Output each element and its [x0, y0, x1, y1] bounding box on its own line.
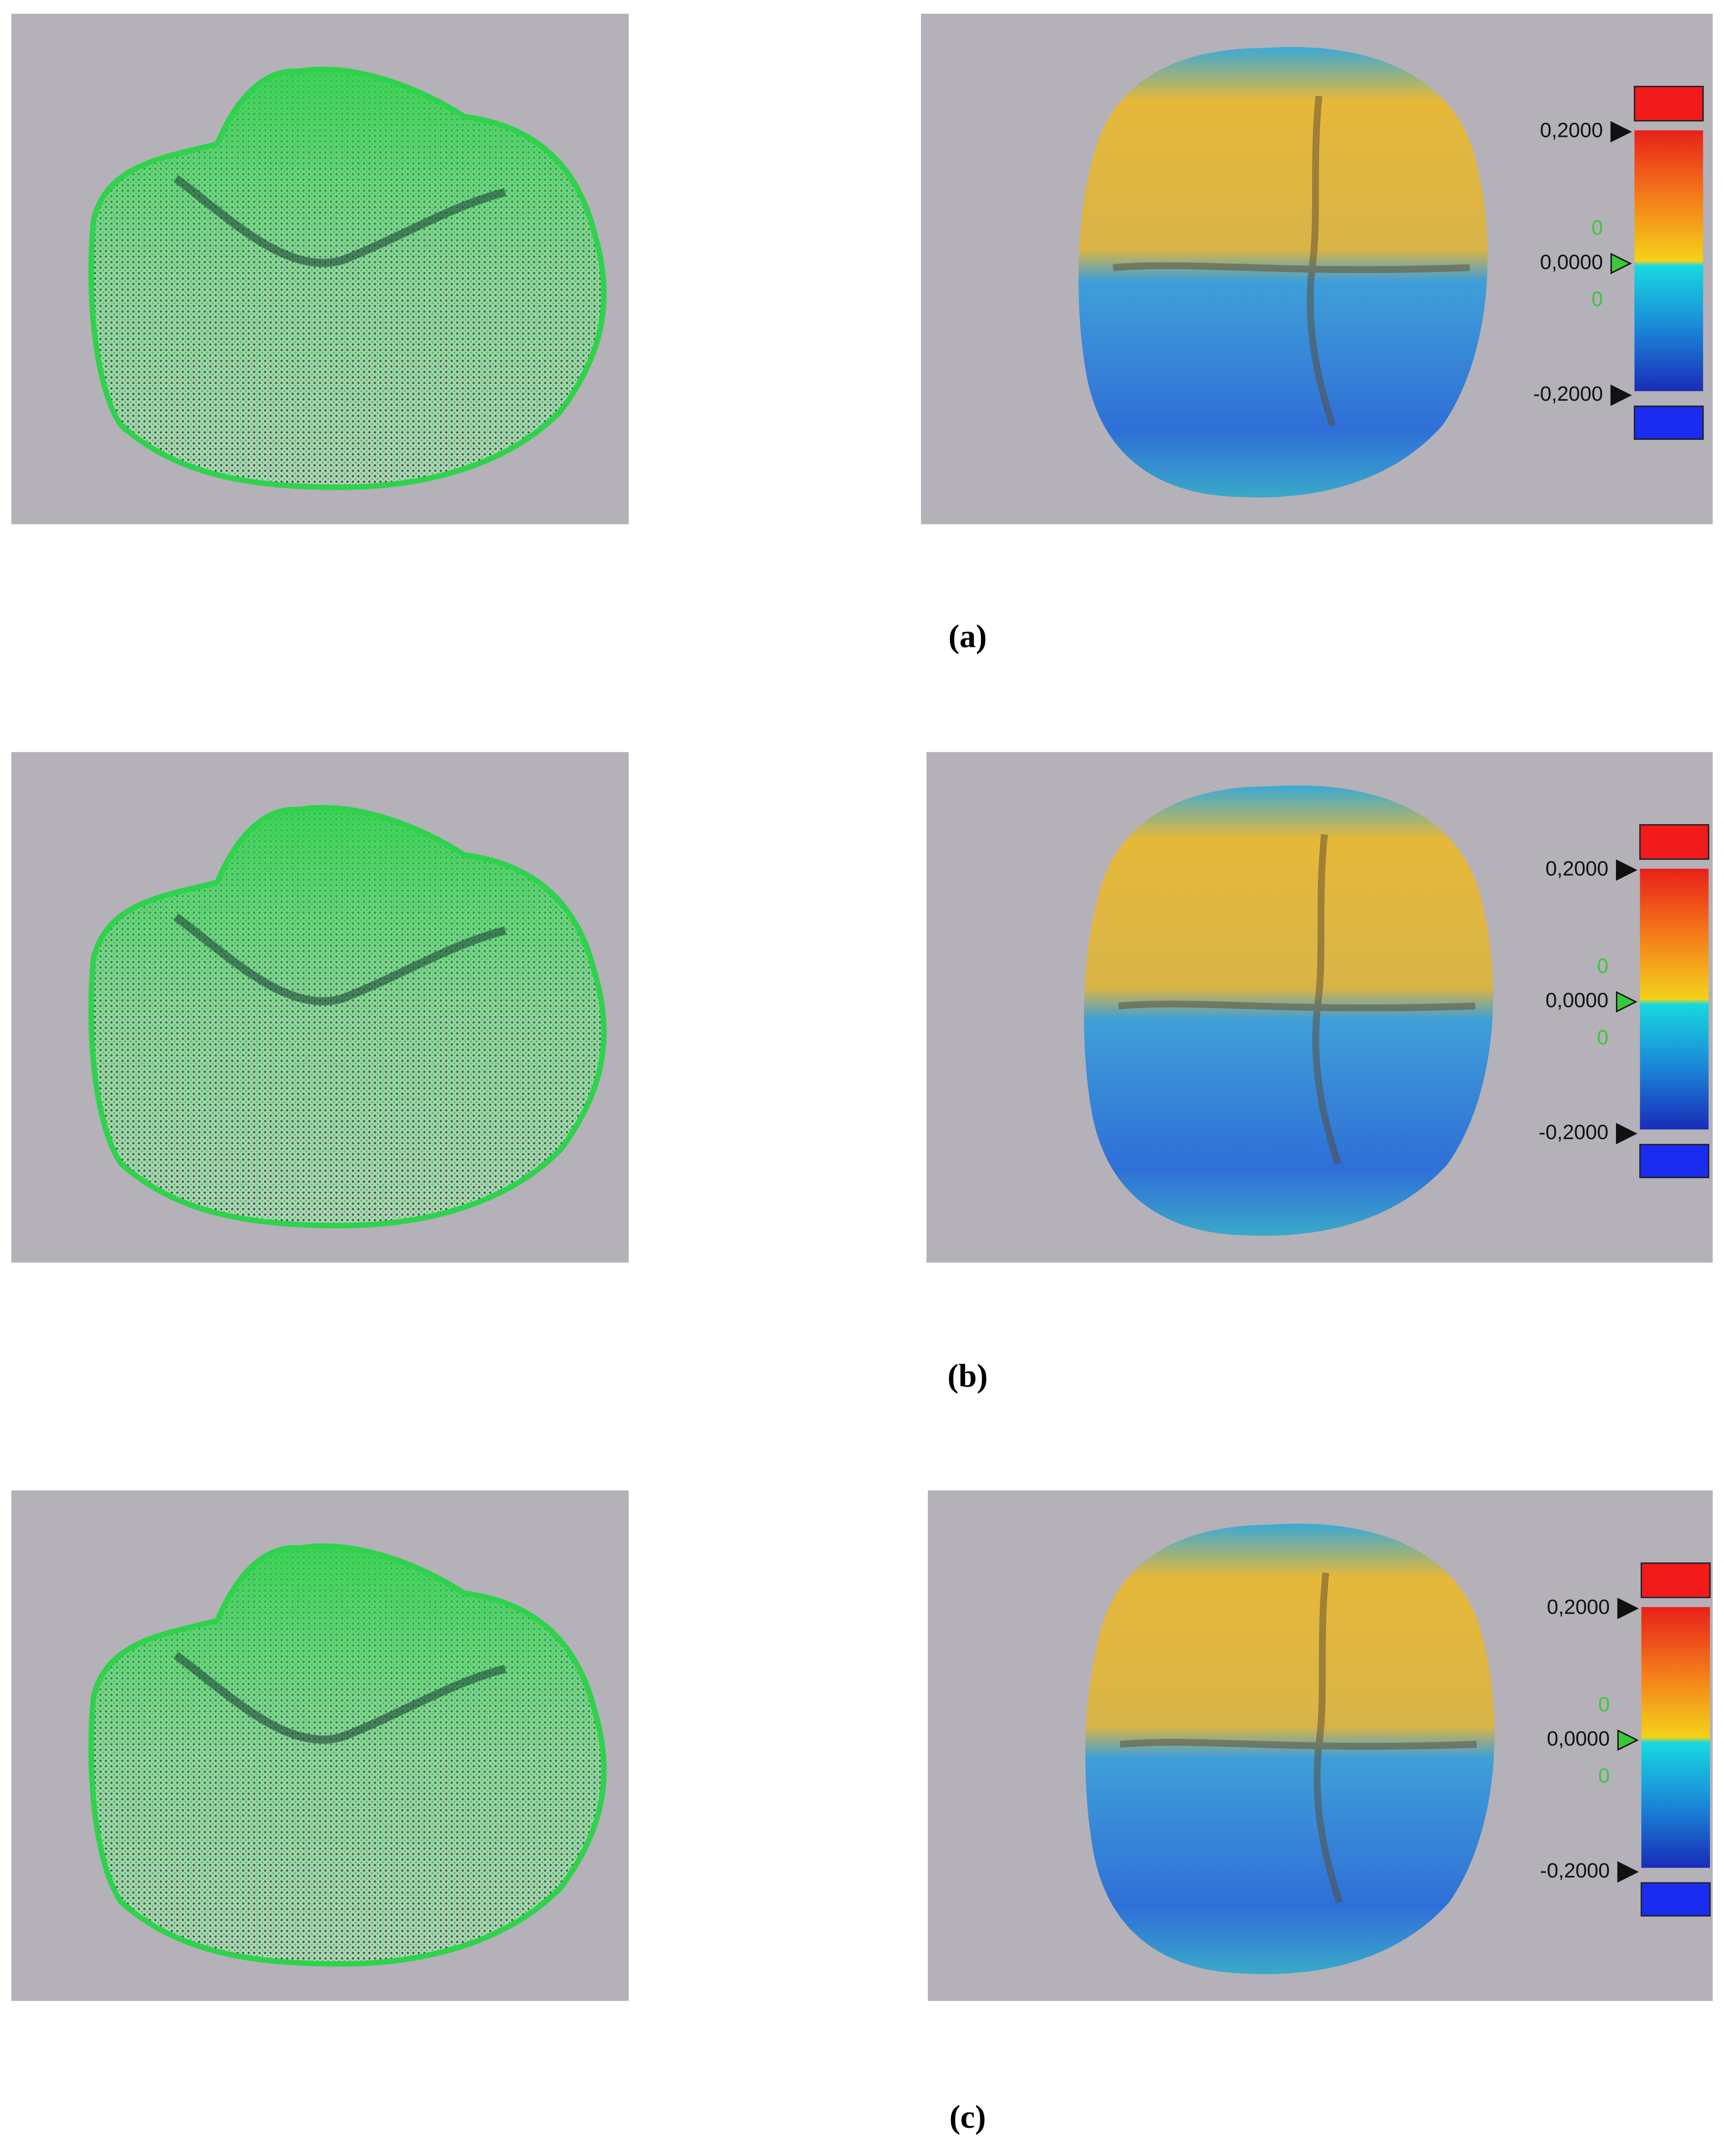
legend-marker	[1610, 121, 1632, 143]
fissure	[1113, 96, 1470, 427]
legend-max-box	[1639, 824, 1709, 860]
legend-label: 0,2000	[1547, 1596, 1610, 1618]
fissure	[173, 1652, 506, 1744]
legend-scale	[1634, 130, 1703, 391]
legend-marker	[1617, 1597, 1639, 1620]
deviation-view: 0,2000 0 0,0000 0 -0,2000	[921, 14, 1713, 524]
deviation-view: 0,2000 0 0,0000 0 -0,2000	[926, 752, 1713, 1263]
legend-scale	[1640, 869, 1709, 1130]
legend-min-box	[1633, 405, 1704, 440]
legend-label: 0	[1592, 288, 1603, 311]
legend-label: 0,2000	[1540, 119, 1603, 142]
legend-label: -0,2000	[1533, 383, 1603, 406]
legend-label: 0	[1598, 1693, 1609, 1716]
legend-label: 0	[1597, 1026, 1608, 1049]
legend-label: 0,2000	[1545, 858, 1608, 881]
deviation-view: 0,2000 0 0,0000 0 -0,2000	[928, 1490, 1713, 2001]
legend-marker	[1617, 1861, 1639, 1883]
caption: (a)	[948, 618, 987, 655]
tooth-map	[1085, 1523, 1495, 1975]
point-cloud-view	[11, 14, 629, 524]
legend-min-box	[1640, 1882, 1711, 1917]
fissure	[1119, 1572, 1477, 1904]
point-cloud-view	[11, 752, 629, 1263]
legend-marker	[1615, 859, 1638, 881]
legend-label: -0,2000	[1540, 1860, 1610, 1882]
legend-marker	[1615, 1123, 1638, 1145]
legend-marker	[1610, 384, 1632, 406]
legend-marker	[1617, 1729, 1639, 1751]
legend-max-box	[1640, 1562, 1711, 1598]
legend-label: 0	[1592, 217, 1603, 239]
legend-label: 0,0000	[1540, 251, 1603, 274]
fissure	[173, 175, 506, 267]
legend-scale	[1641, 1607, 1710, 1868]
legend-min-box	[1639, 1143, 1709, 1179]
tooth-cloud-edge	[88, 1543, 607, 1967]
legend-label: -0,2000	[1538, 1121, 1608, 1144]
legend-label: 0,0000	[1547, 1728, 1610, 1750]
legend-marker	[1615, 991, 1638, 1013]
caption: (b)	[948, 1358, 988, 1394]
caption: (c)	[949, 2099, 986, 2135]
legend-label: 0	[1597, 955, 1608, 978]
tooth-cloud-edge	[88, 66, 607, 490]
point-cloud-view	[11, 1490, 629, 2001]
tooth-cloud-edge	[88, 805, 607, 1229]
legend-label: 0,0000	[1545, 989, 1608, 1012]
legend-marker	[1610, 252, 1632, 275]
tooth-map	[1078, 47, 1488, 498]
tooth-map	[1083, 785, 1493, 1236]
legend-label: 0	[1598, 1765, 1609, 1787]
fissure	[1118, 834, 1476, 1165]
legend-max-box	[1633, 85, 1704, 122]
fissure	[173, 913, 506, 1006]
